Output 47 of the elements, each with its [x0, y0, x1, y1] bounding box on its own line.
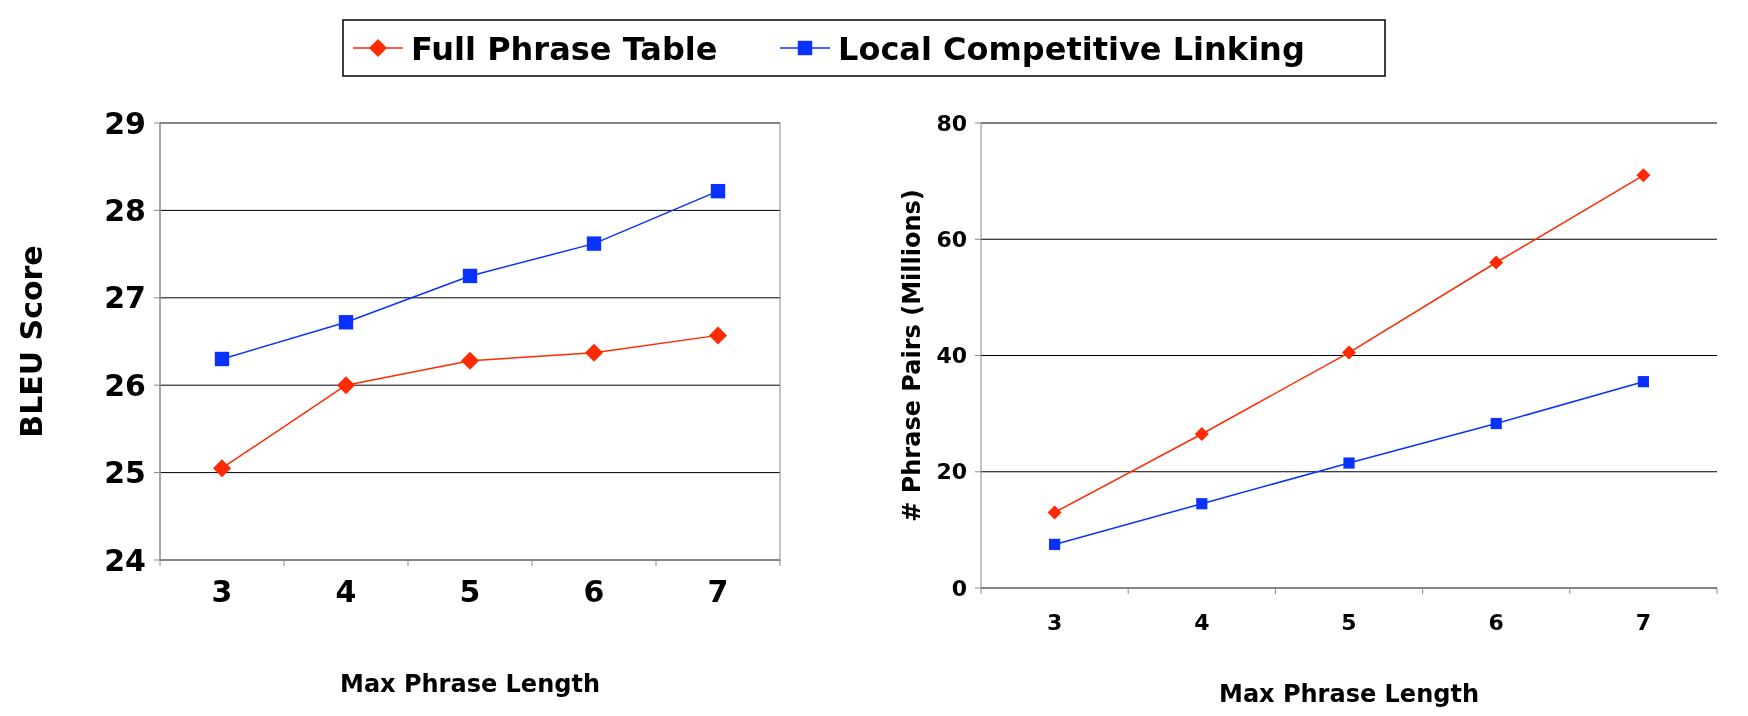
point [1342, 345, 1356, 360]
y-tick-label: 20 [936, 459, 967, 485]
x-tick-label: 4 [335, 574, 357, 609]
x-axis-title: Max Phrase Length [340, 670, 600, 698]
x-tick-label: 6 [583, 574, 605, 609]
point [1343, 457, 1355, 469]
point [709, 326, 727, 345]
point [338, 315, 354, 330]
point [213, 459, 231, 478]
y-tick-label: 24 [104, 542, 146, 578]
point [1637, 376, 1649, 388]
y-tick-label: 26 [104, 367, 146, 403]
y-tick-label: 40 [936, 343, 967, 369]
point [1196, 498, 1208, 510]
legend-label: Local Competitive Linking [838, 30, 1305, 69]
y-tick-label: 60 [936, 226, 967, 252]
point [1047, 505, 1062, 520]
point [1636, 168, 1651, 183]
point [1490, 417, 1502, 430]
point [710, 183, 726, 199]
point [1489, 255, 1504, 270]
point [462, 268, 478, 284]
legend-label: Full Phrase Table [411, 30, 718, 69]
point [585, 343, 603, 362]
y-tick-label: 25 [104, 455, 146, 491]
point [1194, 426, 1209, 441]
point [214, 351, 230, 367]
y-tick-label: 29 [104, 105, 146, 141]
x-tick-label: 5 [1341, 610, 1357, 635]
x-tick-label: 4 [1194, 610, 1210, 635]
x-tick-label: 3 [211, 574, 233, 609]
x-tick-label: 6 [1488, 610, 1504, 635]
point [337, 376, 355, 395]
y-axis-title: # Phrase Pairs (Millions) [898, 189, 926, 522]
point [1049, 538, 1061, 551]
point [586, 236, 602, 251]
x-tick-label: 3 [1046, 610, 1063, 635]
x-axis-title: Max Phrase Length [1219, 680, 1479, 708]
x-tick-label: 7 [707, 574, 729, 609]
y-axis-title: BLEU Score [14, 245, 49, 438]
x-tick-label: 5 [459, 574, 481, 609]
y-tick-label: 27 [104, 280, 146, 316]
y-tick-label: 28 [104, 192, 146, 228]
y-tick-label: 0 [951, 575, 967, 601]
point [461, 351, 479, 370]
y-tick-label: 80 [936, 110, 967, 136]
x-tick-label: 7 [1635, 610, 1652, 635]
